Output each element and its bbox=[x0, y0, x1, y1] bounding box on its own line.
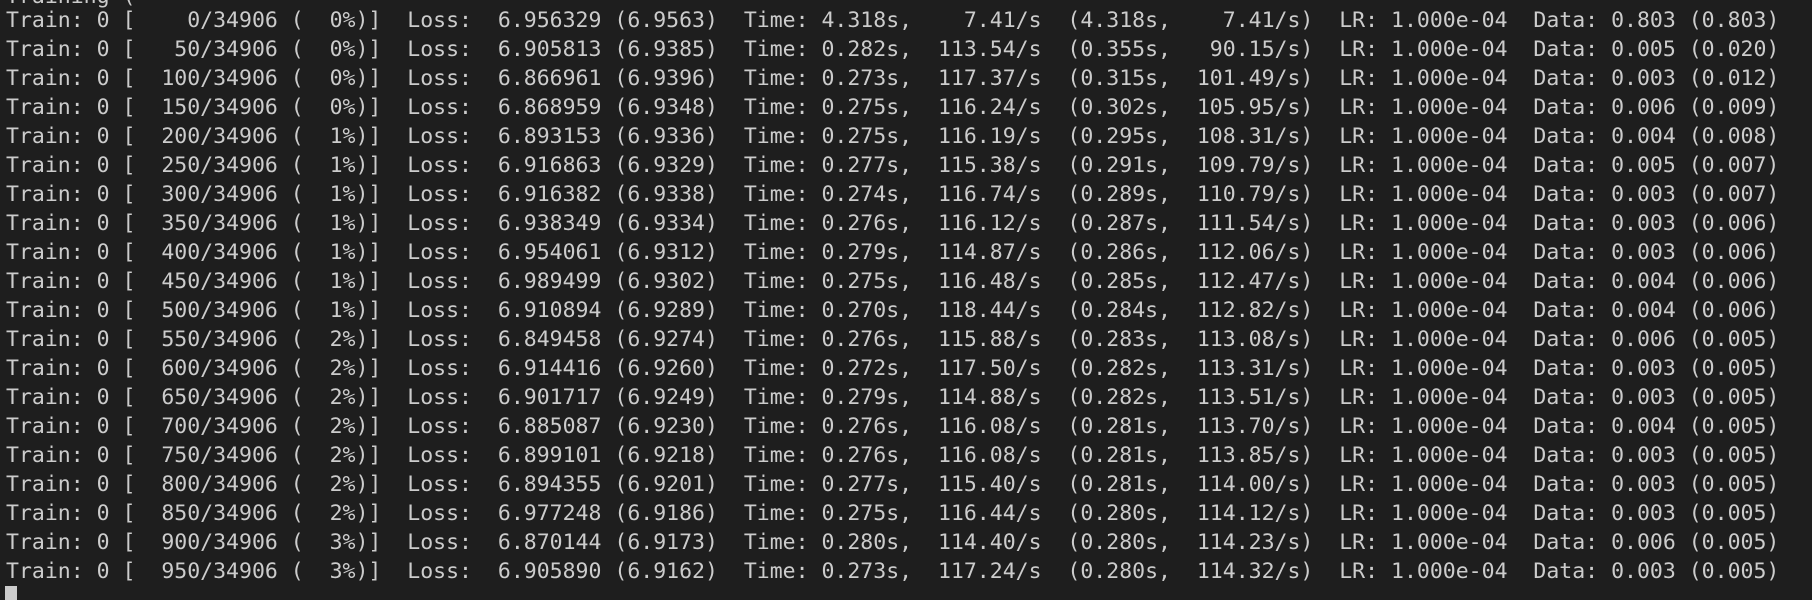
log-line: Train: 0 [ 200/34906 ( 1%)] Loss: 6.8931… bbox=[6, 124, 1780, 149]
log-line: Train: 0 [ 550/34906 ( 2%)] Loss: 6.8494… bbox=[6, 327, 1780, 352]
log-line: Train: 0 [ 150/34906 ( 0%)] Loss: 6.8689… bbox=[6, 95, 1780, 120]
log-line: Train: 0 [ 750/34906 ( 2%)] Loss: 6.8991… bbox=[6, 443, 1780, 468]
clipped-log-line: Training ( bbox=[6, 0, 135, 11]
log-line: Train: 0 [ 650/34906 ( 2%)] Loss: 6.9017… bbox=[6, 385, 1780, 410]
log-line: Train: 0 [ 700/34906 ( 2%)] Loss: 6.8850… bbox=[6, 414, 1780, 439]
training-log: Train: 0 [ 0/34906 ( 0%)] Loss: 6.956329… bbox=[6, 6, 1779, 586]
log-line: Train: 0 [ 250/34906 ( 1%)] Loss: 6.9168… bbox=[6, 153, 1780, 178]
log-line: Train: 0 [ 350/34906 ( 1%)] Loss: 6.9383… bbox=[6, 211, 1780, 236]
log-line: Train: 0 [ 300/34906 ( 1%)] Loss: 6.9163… bbox=[6, 182, 1780, 207]
log-line: Train: 0 [ 500/34906 ( 1%)] Loss: 6.9108… bbox=[6, 298, 1780, 323]
log-line: Train: 0 [ 900/34906 ( 3%)] Loss: 6.8701… bbox=[6, 530, 1780, 555]
log-line: Train: 0 [ 0/34906 ( 0%)] Loss: 6.956329… bbox=[6, 8, 1780, 33]
log-line: Train: 0 [ 450/34906 ( 1%)] Loss: 6.9894… bbox=[6, 269, 1780, 294]
log-line: Train: 0 [ 600/34906 ( 2%)] Loss: 6.9144… bbox=[6, 356, 1780, 381]
log-line: Train: 0 [ 850/34906 ( 2%)] Loss: 6.9772… bbox=[6, 501, 1780, 526]
log-line: Train: 0 [ 400/34906 ( 1%)] Loss: 6.9540… bbox=[6, 240, 1780, 265]
log-line: Train: 0 [ 950/34906 ( 3%)] Loss: 6.9058… bbox=[6, 559, 1780, 584]
log-line: Train: 0 [ 100/34906 ( 0%)] Loss: 6.8669… bbox=[6, 66, 1780, 91]
terminal-cursor bbox=[5, 586, 17, 600]
log-line: Train: 0 [ 50/34906 ( 0%)] Loss: 6.90581… bbox=[6, 37, 1780, 62]
log-line: Train: 0 [ 800/34906 ( 2%)] Loss: 6.8943… bbox=[6, 472, 1780, 497]
